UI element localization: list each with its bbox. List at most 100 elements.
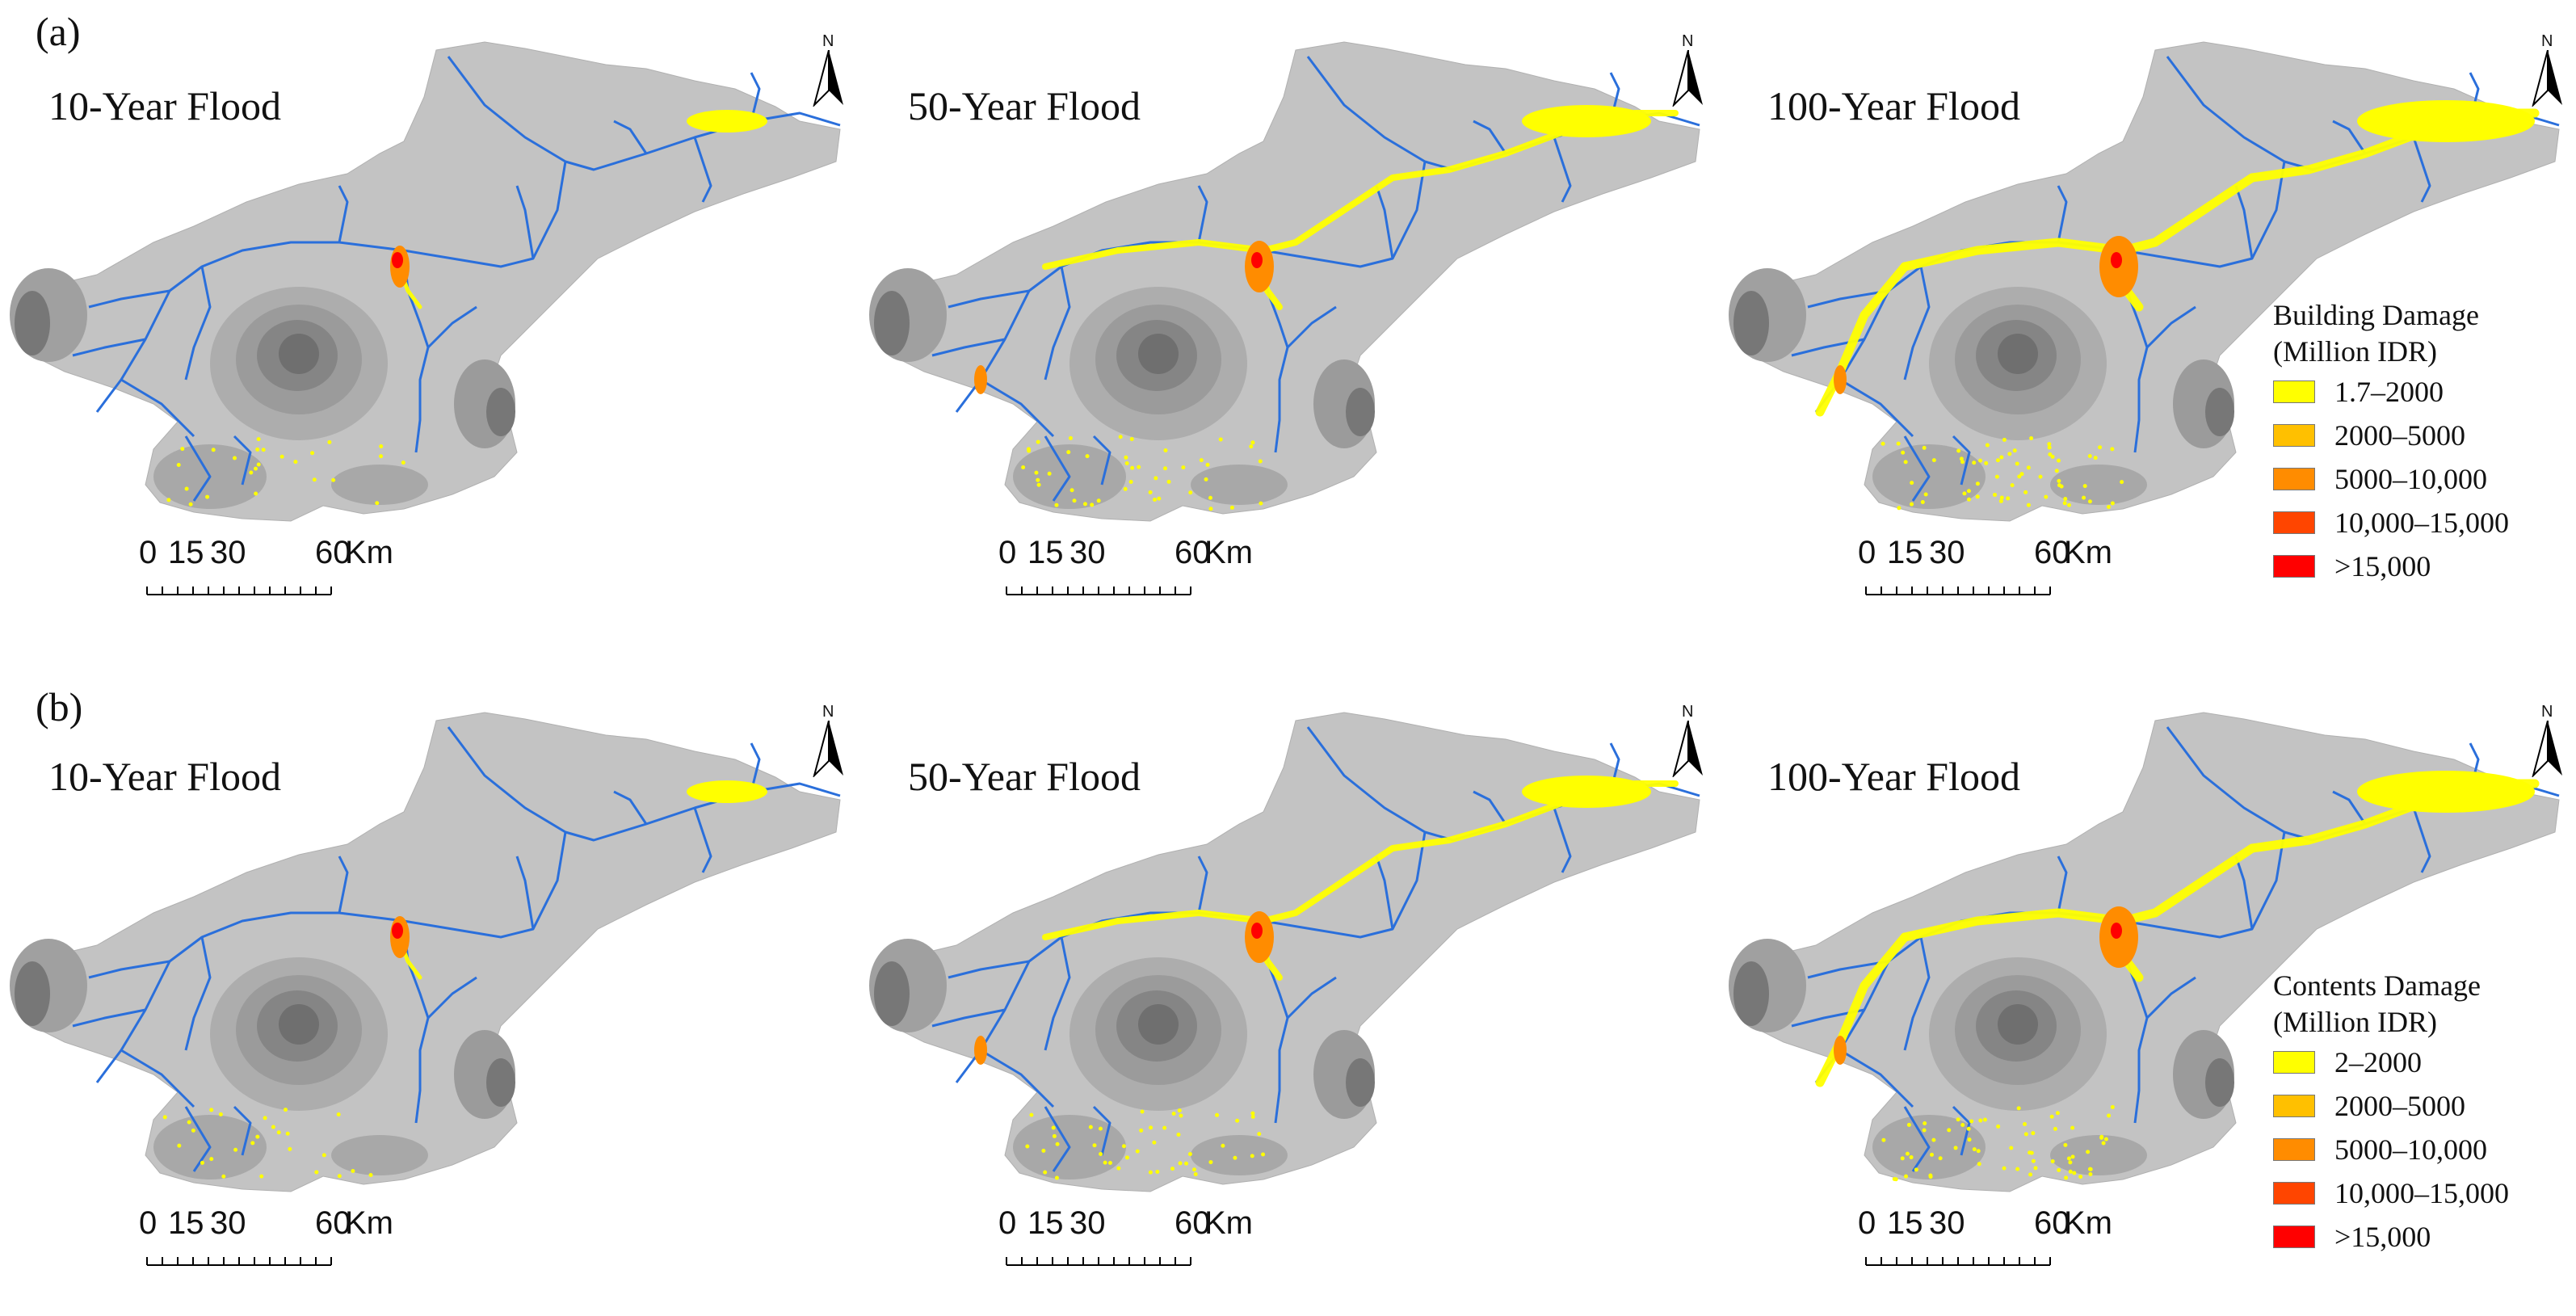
damage-point [1931, 1137, 1936, 1142]
damage-point [1068, 435, 1073, 440]
damage-point [1176, 1132, 1181, 1137]
damage-point [2064, 1175, 2069, 1180]
damage-point [1103, 1160, 1107, 1165]
river [515, 185, 535, 259]
damage-point [1910, 502, 1914, 507]
scale-tick-label: 30 [1069, 535, 1106, 570]
damage-point [1178, 1161, 1183, 1166]
damage-point [1976, 1149, 1981, 1154]
damage-point [2107, 504, 2112, 509]
damage-point [1261, 1152, 1266, 1157]
damage-point [1036, 477, 1040, 482]
damage-point [2007, 452, 2012, 456]
damage-point [2088, 1167, 2093, 1171]
legend-item: >15,000 [2273, 1215, 2509, 1259]
damage-point [2031, 1131, 2036, 1136]
damage-point [1052, 1133, 1057, 1138]
scale-unit-label: Km [345, 535, 393, 570]
damage-point [2055, 1111, 2060, 1116]
elevation-shade [1998, 334, 2038, 374]
damage-point [1250, 440, 1255, 445]
damage-point [261, 448, 266, 452]
river [88, 289, 170, 309]
damage-point [331, 477, 336, 482]
damage-point [1956, 1117, 1960, 1122]
damage-point [1897, 506, 1902, 511]
flood-damage-extent [2357, 100, 2535, 142]
elevation-shade [1346, 1058, 1375, 1107]
damage-point [188, 502, 193, 507]
damage-point [1170, 1167, 1175, 1171]
damage-point [2050, 454, 2055, 459]
damage-point [1148, 490, 1153, 494]
damage-point [180, 447, 185, 452]
damage-point [401, 460, 406, 465]
scale-unit-label: Km [2064, 535, 2112, 570]
damage-point [1978, 458, 1983, 463]
damage-point [1085, 454, 1090, 459]
catchment-map [10, 41, 841, 522]
river [414, 347, 430, 453]
river [72, 338, 146, 357]
damage-point [1135, 1149, 1140, 1154]
damage-point [1250, 1114, 1255, 1119]
damage-point [1906, 1122, 1911, 1127]
legend-swatch [2273, 381, 2315, 403]
damage-point [2028, 1150, 2032, 1155]
damage-point [184, 486, 189, 491]
damage-point [254, 491, 258, 496]
damage-point [250, 1141, 255, 1146]
damage-point [256, 437, 261, 442]
north-arrow-icon: N [813, 703, 845, 784]
damage-point [312, 477, 317, 482]
damage-point [1910, 481, 1914, 486]
river [1274, 347, 1289, 453]
river [2133, 347, 2149, 453]
damage-point [1953, 1146, 1958, 1150]
damage-point [1258, 459, 1263, 464]
legend-title: Contents Damage [2273, 969, 2481, 1002]
legend-item-label: 5000–10,000 [2334, 1133, 2487, 1166]
damage-point [2029, 436, 2034, 441]
river [980, 1049, 1055, 1108]
damage-point [1960, 460, 1965, 465]
damage-point [1205, 462, 1210, 467]
legend-item: 10,000–15,000 [2273, 1171, 2509, 1215]
river [2234, 185, 2254, 259]
legend-subtitle: (Million IDR) [2273, 335, 2437, 368]
damage-point [1036, 439, 1040, 444]
legend-item-label: 2–2000 [2334, 1046, 2422, 1078]
scale-unit-label: Km [345, 1205, 393, 1241]
damage-point [1221, 1143, 1225, 1148]
damage-point [1904, 1174, 1909, 1179]
elevation-shade [331, 465, 428, 505]
river [1807, 289, 1889, 309]
damage-point [1929, 1152, 1934, 1157]
river [1952, 1105, 1971, 1156]
damage-point [375, 501, 380, 506]
damage-point [276, 1130, 281, 1135]
elevation-shade [15, 961, 50, 1026]
damage-point [2002, 437, 2007, 442]
damage-point [279, 454, 284, 459]
river [1044, 936, 1071, 1051]
north-label: N [822, 32, 834, 50]
damage-point [2066, 1156, 2071, 1161]
damage-hotspot [974, 1036, 987, 1065]
north-arrow-icon: N [813, 32, 845, 113]
map-panel: 10-Year Flood N 0 15 30 60 Km [0, 0, 845, 638]
damage-point [1901, 450, 1906, 455]
legend-item: 2–2000 [2273, 1041, 2509, 1084]
damage-point [1199, 458, 1204, 463]
damage-point [2062, 501, 2067, 506]
scale-tick-label: 30 [1069, 1205, 1106, 1241]
damage-point [1250, 1111, 1255, 1116]
catchment-map [869, 41, 1700, 522]
north-label: N [2541, 703, 2553, 721]
scale-tick-label: 0 [1858, 1205, 1876, 1241]
damage-point [1139, 1128, 1144, 1133]
damage-point [2101, 1141, 2106, 1146]
legend-item-label: >15,000 [2334, 1221, 2431, 1253]
row-label-b: (b) [36, 684, 83, 729]
river [95, 831, 567, 1083]
